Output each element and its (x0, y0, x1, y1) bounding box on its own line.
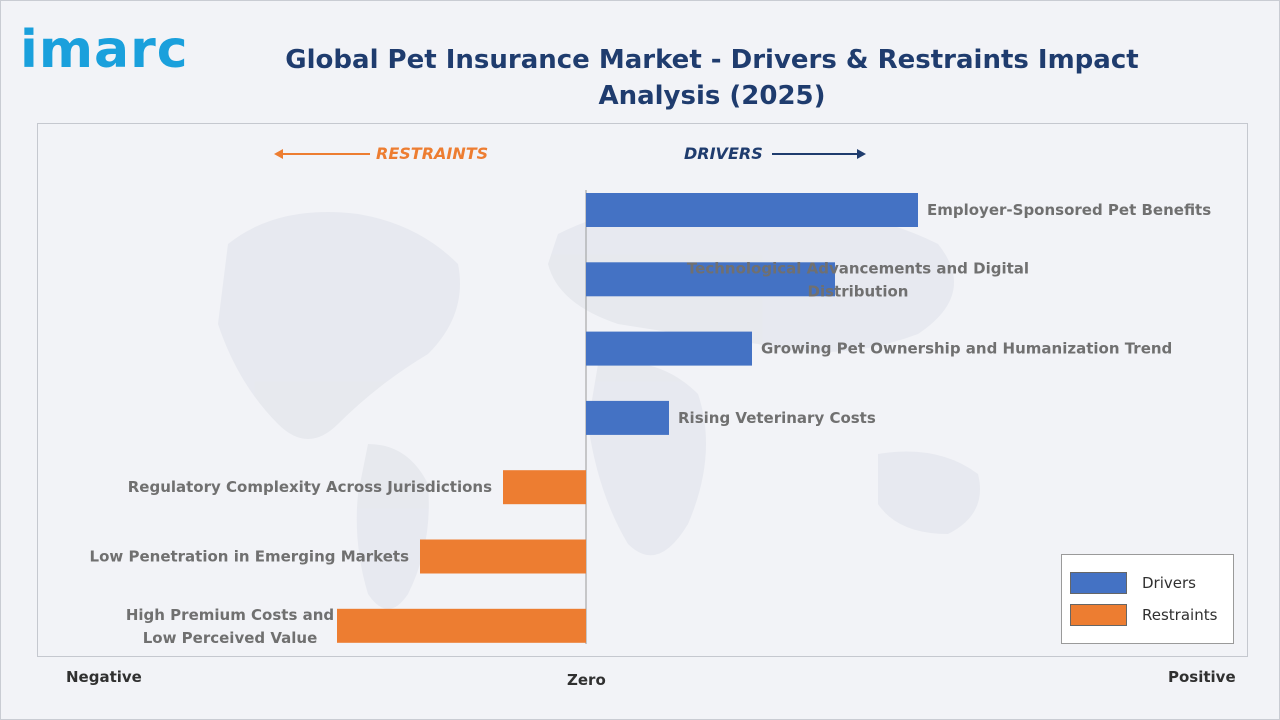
restraints-arrow (274, 149, 370, 159)
bar-label-0: Employer-Sponsored Pet Benefits (927, 201, 1211, 219)
drivers-arrow (772, 149, 866, 159)
axis-label-negative: Negative (66, 668, 142, 686)
bar-drivers-2 (586, 331, 752, 366)
axis-label-zero: Zero (567, 671, 606, 689)
chart-legend: Drivers Restraints (1061, 554, 1234, 644)
plot-area: Employer-Sponsored Pet Benefits Technolog… (37, 123, 1248, 657)
bar-drivers-0 (586, 193, 918, 227)
legend-swatch-drivers (1070, 572, 1127, 594)
legend-label-restraints: Restraints (1142, 606, 1218, 624)
axis-label-positive: Positive (1168, 668, 1236, 686)
bar-label-4: Regulatory Complexity Across Jurisdictio… (128, 478, 492, 496)
legend-swatch-restraints (1070, 604, 1127, 626)
drivers-direction-label: DRIVERS (684, 144, 763, 163)
bar-restraints-5 (420, 539, 586, 574)
bar-restraints-6 (337, 608, 586, 643)
bar-drivers-3 (586, 400, 669, 435)
restraints-direction-label: RESTRAINTS (376, 144, 489, 163)
legend-label-drivers: Drivers (1142, 574, 1196, 592)
chart-title: Global Pet Insurance Market - Drivers & … (285, 45, 1139, 111)
chart-svg: Employer-Sponsored Pet Benefits Technolog… (90, 190, 1211, 647)
bar-label-3: Rising Veterinary Costs (678, 409, 876, 427)
imarc-logo: imarc (20, 20, 189, 80)
bar-restraints-4 (503, 470, 586, 505)
legend-item-restraints: Restraints (1070, 604, 1230, 628)
legend-item-drivers: Drivers (1070, 572, 1230, 596)
bar-label-2: Growing Pet Ownership and Humanization T… (761, 340, 1172, 358)
bar-label-6: High Premium Costs and Low Perceived Valu… (126, 606, 334, 647)
bar-label-1: Technological Advancements and Digital Di… (687, 259, 1029, 300)
bar-label-5: Low Penetration in Emerging Markets (90, 548, 410, 566)
bar-drivers-1 (586, 262, 835, 297)
